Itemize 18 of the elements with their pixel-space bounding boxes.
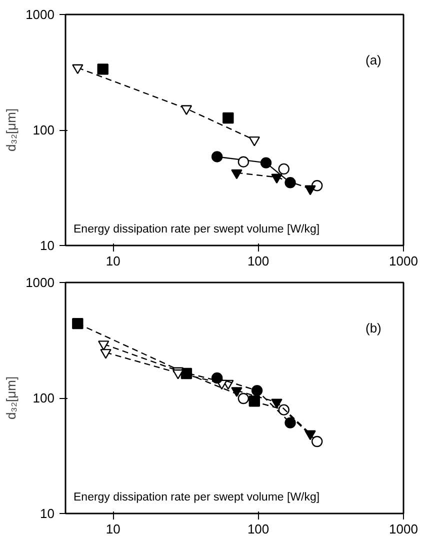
- x-tick-label: 100: [247, 522, 270, 536]
- annotation: (b): [366, 320, 382, 336]
- x-tick-label: 10: [106, 522, 120, 536]
- y-axis-title: d₃₂[μm]: [4, 376, 19, 420]
- y-tick-label: 1000: [26, 7, 54, 22]
- x-tick-label: 100: [247, 254, 270, 268]
- x-axis-title: Energy dissipation rate per swept volume [W/kg]: [74, 224, 320, 236]
- x-tick-label: 1000: [389, 254, 418, 268]
- y-tick-label: 100: [32, 390, 55, 406]
- x-tick-label: 1000: [389, 522, 418, 536]
- annotation: (a): [366, 52, 382, 68]
- y-tick-label: 1000: [26, 275, 54, 290]
- y-tick-label: 10: [40, 238, 55, 253]
- y-tick-label: 100: [32, 122, 55, 138]
- y-tick-label: 10: [40, 506, 55, 521]
- x-tick-label: 10: [106, 254, 120, 268]
- y-axis-title: d₃₂[μm]: [4, 108, 19, 152]
- x-axis-title: Energy dissipation rate per swept volume [W/kg]: [74, 492, 320, 504]
